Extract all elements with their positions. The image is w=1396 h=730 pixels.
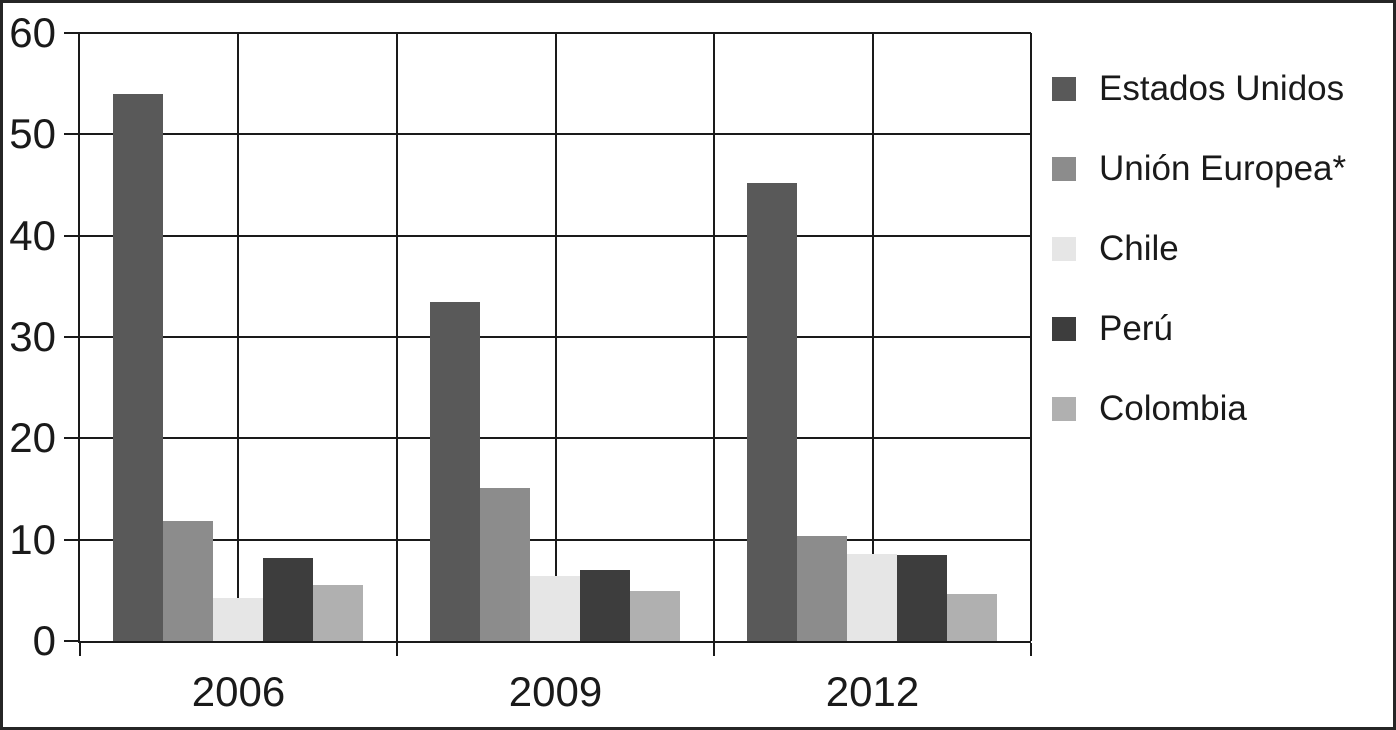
y-axis-tick [64,32,80,34]
legend-item-chile: Chile [1052,231,1346,266]
bar-group-2009 [397,33,714,641]
bar-2012-colombia [947,594,998,641]
legend-swatch [1052,76,1076,101]
gridline-vertical [1030,33,1032,641]
x-axis-tick [1030,643,1032,656]
legend-item-estados-unidos: Estados Unidos [1052,71,1346,106]
x-axis-tick [395,643,398,656]
gridline-vertical [395,33,398,641]
bar-2012-chile [847,553,898,641]
bar-group-2006 [80,33,397,641]
gridline-vertical [554,33,557,641]
gridline-vertical [712,33,715,641]
bar-2006-chile [213,598,264,641]
legend-item-colombia: Colombia [1052,391,1346,426]
legend-item-uni-n-europea: Unión Europea* [1052,151,1346,186]
y-axis-label: 20 [9,414,56,462]
bar-2009-per [580,570,631,641]
y-axis-tick [64,640,80,642]
y-axis-label: 60 [9,9,56,56]
bar-2006-estados-unidos [113,93,164,641]
legend-swatch [1052,396,1076,421]
legend: Estados Unidos Unión Europea* Chile Perú Col… [1052,71,1346,426]
bar-2009-colombia [630,591,681,641]
legend-label: Colombia [1099,389,1247,428]
y-axis-label: 0 [32,617,56,664]
bar-2009-uni-n-europea [480,488,531,641]
gridline-vertical [237,33,240,641]
legend-swatch [1052,316,1076,341]
y-axis-tick [64,437,80,440]
legend-label: Chile [1099,229,1179,268]
legend-swatch [1052,236,1076,261]
x-axis-tick [712,643,715,656]
y-axis-label: 10 [9,515,56,563]
x-axis-label: 2006 [191,668,286,715]
bar-2009-estados-unidos [430,301,481,641]
y-axis-tick [64,234,80,237]
bar-2009-chile [530,576,581,641]
legend-swatch [1052,156,1076,181]
bar-2006-uni-n-europea [163,521,214,641]
legend-label: Estados Unidos [1099,69,1345,108]
gridline-vertical [871,33,874,641]
bar-2012-uni-n-europea [797,535,848,641]
x-axis-label: 2009 [508,668,603,715]
legend-item-per: Perú [1052,311,1346,346]
bar-2012-per [897,554,948,641]
y-axis-label: 30 [9,313,56,360]
bar-group-2012 [714,33,1031,641]
plot-area: 0 10 20 30 40 50 60 2006 2009 2012 [9,12,1032,713]
x-axis-tick [79,643,81,656]
y-axis-label: 50 [9,110,56,158]
bar-2012-estados-unidos [747,182,798,641]
y-axis-label: 40 [9,211,56,259]
bar-2006-per [263,557,314,641]
y-axis-tick [64,538,80,541]
bar-2006-colombia [313,585,364,641]
y-axis-tick [64,336,80,338]
legend-label: Perú [1099,309,1173,348]
legend-label: Unión Europea* [1099,149,1347,188]
x-axis-label: 2012 [825,668,920,715]
y-axis-tick [64,133,80,136]
